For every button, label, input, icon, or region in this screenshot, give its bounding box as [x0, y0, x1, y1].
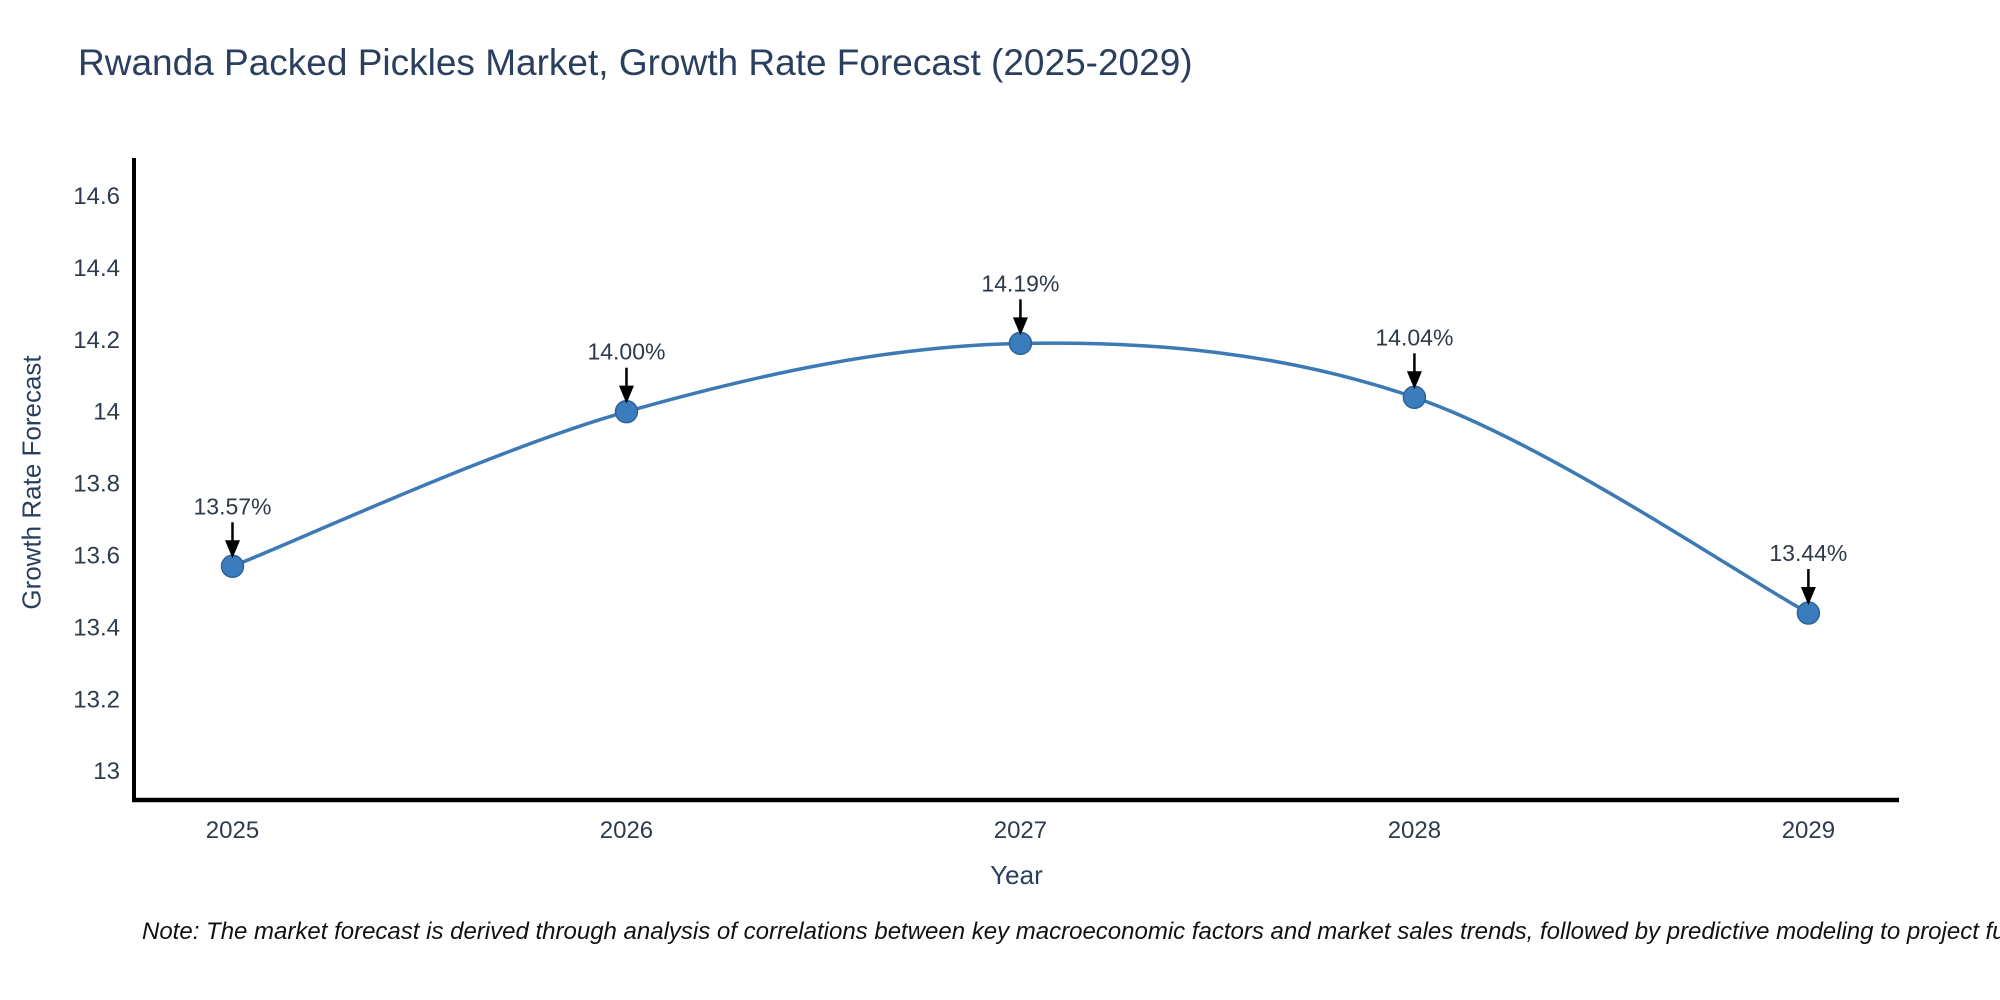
- data-point-marker: [220, 554, 245, 579]
- data-point-marker: [614, 399, 639, 424]
- y-tick-label: 14.6: [73, 183, 120, 210]
- forecast-line: [230, 341, 1811, 615]
- x-tick-label: 2027: [994, 817, 1047, 844]
- x-axis-title: Year: [990, 860, 1043, 890]
- data-point-label: 14.00%: [587, 339, 665, 365]
- x-tick-label: 2026: [600, 817, 653, 844]
- data-point-label: 14.04%: [1375, 324, 1453, 350]
- y-tick-label: 13.2: [73, 686, 120, 713]
- data-point-marker: [1402, 385, 1427, 410]
- y-axis-title: Growth Rate Forecast: [16, 355, 47, 610]
- data-point-label: 13.57%: [193, 493, 271, 519]
- annotation-arrowhead-icon: [1800, 587, 1816, 606]
- annotation-arrowhead-icon: [1012, 317, 1028, 336]
- y-tick-label: 14.4: [73, 255, 120, 282]
- y-tick-label: 13.8: [73, 471, 120, 498]
- data-point-marker: [1796, 601, 1821, 625]
- y-tick-label: 13: [93, 758, 120, 785]
- data-point-marker: [1008, 331, 1033, 356]
- x-tick-label: 2025: [206, 817, 259, 844]
- footnote: Note: The market forecast is derived thr…: [142, 918, 2000, 945]
- annotation-arrowhead-icon: [1406, 371, 1422, 390]
- x-tick-label: 2029: [1782, 817, 1835, 844]
- y-tick-label: 14.2: [73, 327, 120, 354]
- y-tick-label: 14: [93, 399, 120, 426]
- annotation-arrowhead-icon: [618, 385, 634, 404]
- data-point-label: 13.44%: [1769, 540, 1847, 566]
- chart-title: Rwanda Packed Pickles Market, Growth Rat…: [78, 42, 1193, 83]
- y-tick-label: 13.4: [73, 614, 120, 641]
- y-tick-label: 13.6: [73, 543, 120, 570]
- x-tick-label: 2028: [1388, 817, 1441, 844]
- annotation-arrowhead-icon: [224, 540, 240, 559]
- data-point-label: 14.19%: [981, 270, 1059, 296]
